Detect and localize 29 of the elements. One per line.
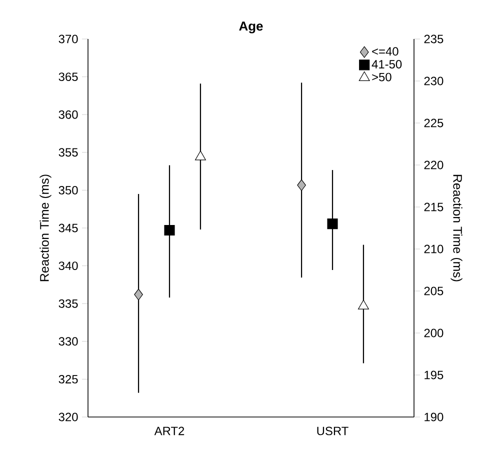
y-tick-label: 360 [58, 110, 78, 119]
y2-tick-label: 230 [424, 76, 444, 86]
y-tick-label: 335 [58, 299, 78, 308]
y-tick-label: 340 [58, 262, 78, 270]
legend-label: 41-50 [372, 60, 402, 68]
y-tick-label: 350 [58, 186, 78, 194]
y-tick-label: 365 [58, 72, 78, 82]
legend-label: <=40 [372, 47, 398, 56]
y2-tick-label: 190 [424, 412, 444, 422]
y2-tick-label: 225 [424, 118, 444, 128]
legend-label: >50 [372, 72, 392, 82]
y2-tick-label: 215 [424, 202, 444, 212]
y-tick-label: 325 [58, 374, 78, 384]
y2-tick-label: 235 [424, 34, 444, 44]
y2-tick-label: 205 [424, 286, 444, 296]
y2-axis-title: Reaction Time (ms) [450, 174, 462, 282]
y-tick-label: 355 [58, 148, 78, 157]
y-axis-title: Reaction Time (ms) [40, 174, 52, 282]
y-tick-label: 370 [58, 34, 78, 44]
y2-tick-label: 195 [424, 370, 444, 380]
y2-tick-label: 200 [424, 328, 444, 338]
y-tick-label: 345 [58, 224, 78, 232]
chart-title: Age [239, 22, 263, 34]
y-tick-label: 330 [58, 337, 78, 346]
x-tick-label: ART2 [154, 426, 184, 436]
y2-tick-label: 220 [424, 160, 444, 170]
y-tick-label: 320 [58, 412, 78, 422]
x-tick-label: USRT [317, 426, 348, 436]
y2-tick-label: 210 [424, 244, 444, 254]
